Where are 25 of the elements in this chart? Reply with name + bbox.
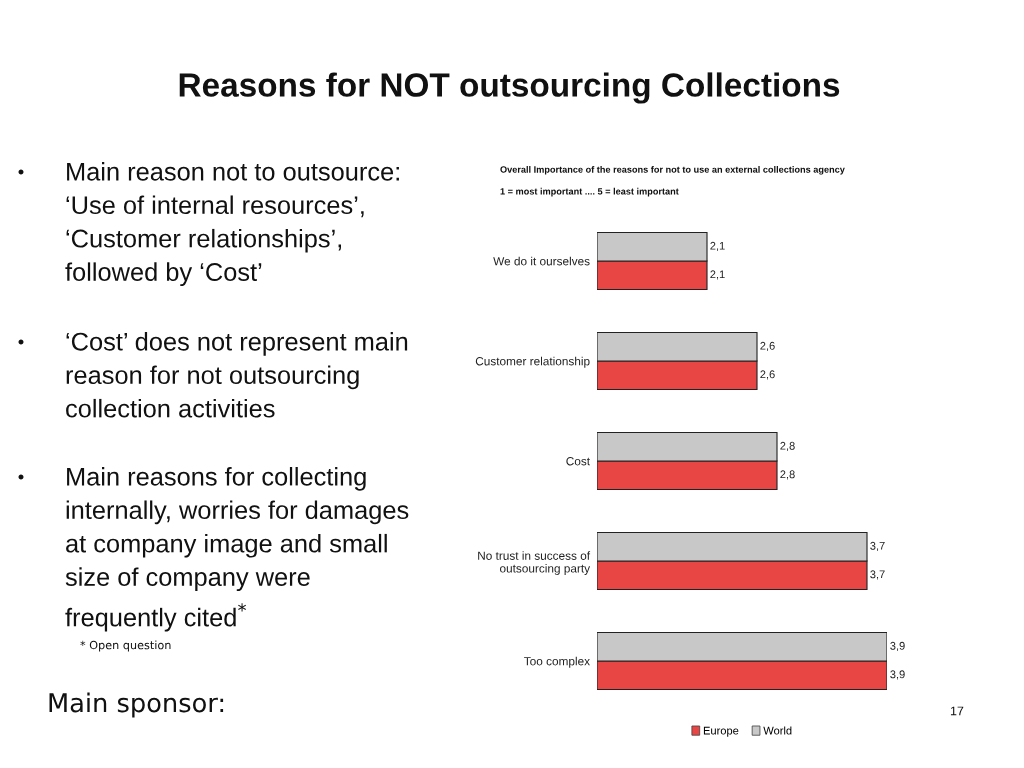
data-label: 2,6 [760, 341, 775, 352]
data-label: 2,8 [780, 441, 795, 452]
text: 17 [950, 706, 964, 716]
text: ‘Cost’ does not represent main reason for not outsourcing collection activities [66, 332, 408, 418]
y-tick-label: No trust in success of outsourcing party [478, 551, 591, 575]
text: Main reason not to outsource: ‘Use of internal resources’, ‘Customer relationships’, followed by ‘Cost’ [65, 162, 399, 287]
data-label: 3,7 [870, 541, 885, 552]
text: Main sponsor: [49, 692, 224, 718]
data-label: 2,1 [710, 241, 725, 252]
chart-title: Reasons for NOT outsourcing Collections [179, 72, 840, 104]
y-tick-label: Cost [566, 457, 590, 466]
data-label: 2,8 [780, 470, 795, 480]
y-tick-label: Customer relationship [475, 356, 590, 368]
y-tick-label: Too complex [524, 656, 590, 668]
legend-label: World [763, 726, 792, 735]
data-label: 3,7 [870, 570, 885, 580]
text: Overall Importance of the reasons for not to use an external collections agency 1 = most important .... 5 = least important [500, 166, 845, 197]
legend-label: Europe [703, 726, 739, 737]
text: * Open question [80, 640, 171, 652]
data-label: 3,9 [890, 641, 905, 652]
data-label: 2,1 [710, 270, 725, 280]
y-tick-label: We do it ourselves [493, 256, 590, 266]
text: Main reasons for collecting internally, worries for damages at company image and small size of company were frequently cited$^{*}$ [65, 467, 409, 632]
data-label: 3,9 [890, 670, 905, 680]
data-label: 2,6 [760, 370, 775, 380]
